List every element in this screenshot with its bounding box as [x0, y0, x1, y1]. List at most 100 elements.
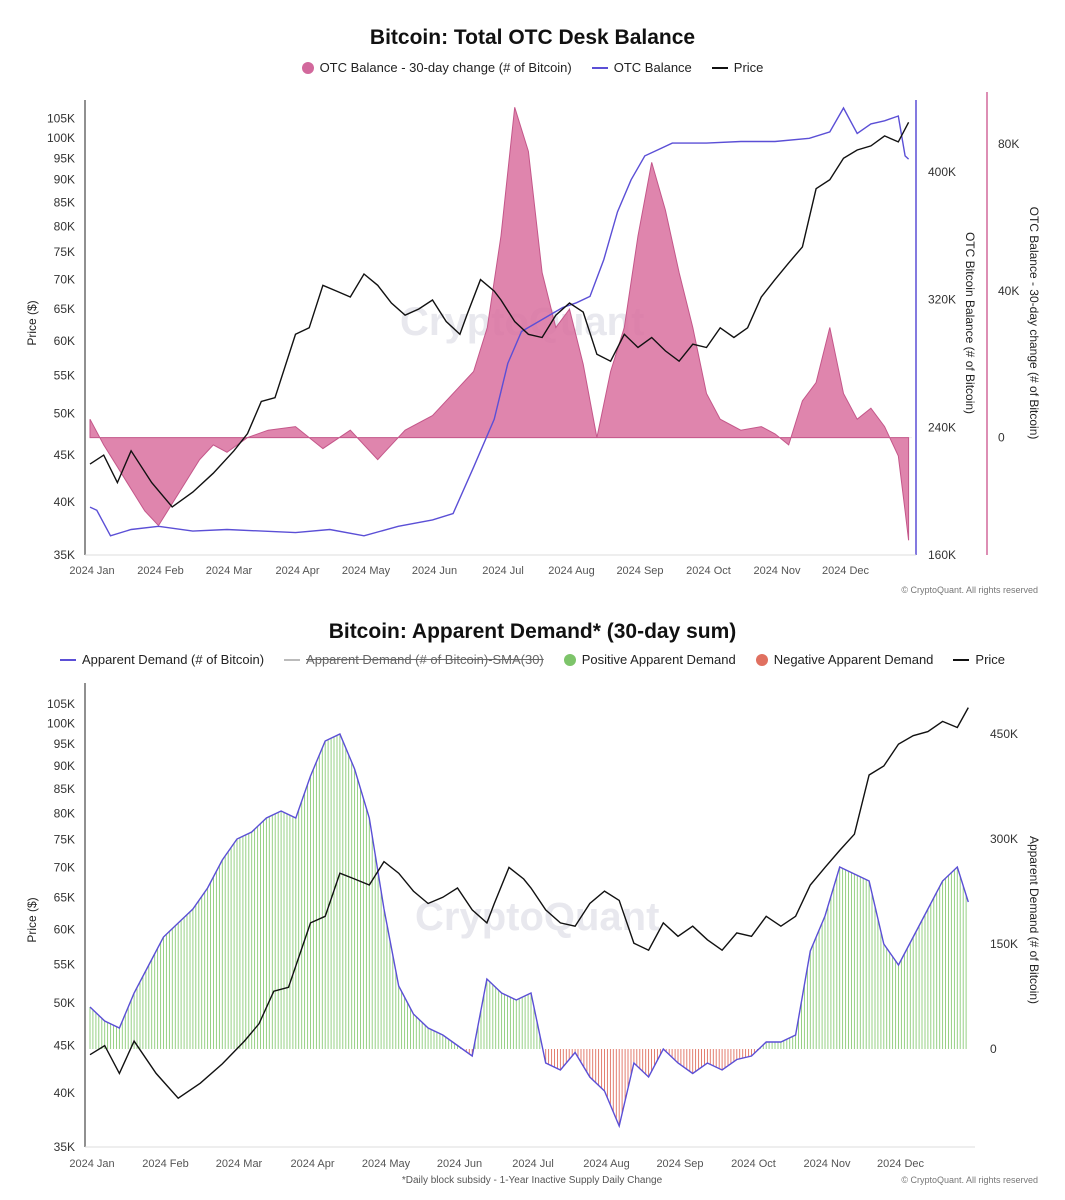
legend-item-sma[interactable]: Apparent Demand (# of Bitcoin)-SMA(30)	[284, 652, 544, 667]
x-tick-label: 2024 Oct	[686, 565, 731, 577]
price-tick-label: 90K	[54, 759, 75, 773]
x-tick-label: 2024 Jun	[437, 1158, 482, 1170]
price-tick-label: 40K	[54, 1086, 75, 1100]
x-tick-label: 2024 Sep	[656, 1158, 703, 1170]
x-tick-label: 2024 Apr	[290, 1158, 334, 1170]
x-tick-label: 2024 Mar	[206, 565, 253, 577]
price-tick-label: 80K	[54, 220, 75, 234]
x-tick-label: 2024 Dec	[822, 565, 870, 577]
legend-item-positive[interactable]: Positive Apparent Demand	[563, 652, 736, 667]
balance-tick-label: 160K	[928, 548, 956, 562]
price-tick-label: 100K	[47, 717, 75, 731]
demand-tick-label: 0	[990, 1042, 997, 1056]
x-tick-label: 2024 Jul	[482, 565, 524, 577]
price-tick-label: 85K	[54, 195, 75, 209]
price-tick-label: 45K	[54, 1039, 75, 1053]
price-tick-label: 40K	[54, 495, 75, 509]
x-tick-label: 2024 Feb	[142, 1158, 188, 1170]
price-tick-label: 65K	[54, 302, 75, 316]
change-tick-label: 40K	[998, 284, 1019, 298]
demand-tick-label: 450K	[990, 727, 1018, 741]
x-tick-label: 2024 Nov	[753, 565, 801, 577]
legend-label: OTC Balance - 30-day change (# of Bitcoi…	[319, 60, 572, 75]
chart1-title: Bitcoin: Total OTC Desk Balance	[369, 26, 696, 49]
legend-item-price[interactable]: Price	[711, 60, 764, 75]
x-tick-label: 2024 Jan	[69, 565, 114, 577]
price-tick-label: 75K	[54, 245, 75, 259]
legend-label: Apparent Demand (# of Bitcoin)-SMA(30)	[306, 652, 544, 667]
x-tick-label: 2024 Aug	[548, 565, 595, 577]
price-tick-label: 60K	[54, 334, 75, 348]
watermark: CryptoQuant	[415, 895, 659, 939]
balance-tick-label: 320K	[928, 293, 956, 307]
price-tick-label: 85K	[54, 782, 75, 796]
chart1-legend: OTC Balance - 30-day change (# of Bitcoi…	[0, 60, 1065, 75]
price-tick-label: 35K	[54, 548, 75, 562]
y-axis-label-demand: Apparent Demand (# of Bitcoin)	[1027, 836, 1041, 1004]
x-tick-label: 2024 Jan	[69, 1158, 114, 1170]
chart2-title: Bitcoin: Apparent Demand* (30-day sum)	[328, 620, 737, 643]
change-tick-label: 0	[998, 431, 1005, 445]
pink-dot-icon	[301, 61, 314, 74]
otc-change-series	[89, 107, 910, 541]
copyright: © CryptoQuant. All rights reserved	[901, 1175, 1038, 1185]
price-tick-label: 105K	[47, 112, 75, 126]
price-tick-label: 75K	[54, 833, 75, 847]
otc-change-area	[89, 107, 912, 541]
legend-label: Positive Apparent Demand	[581, 652, 736, 667]
price-tick-label: 70K	[54, 860, 75, 874]
copyright: © CryptoQuant. All rights reserved	[901, 585, 1038, 595]
chart1-plot: CryptoQuant 105K100K95K90K85K80K75K70K65…	[25, 92, 1041, 595]
legend-item-price[interactable]: Price	[953, 652, 1005, 667]
legend-label: Apparent Demand (# of Bitcoin)	[81, 652, 265, 667]
x-tick-label: 2024 Jul	[512, 1158, 554, 1170]
price-tick-label: 70K	[54, 273, 75, 287]
price-tick-label: 50K	[54, 996, 75, 1010]
x-tick-label: 2024 May	[342, 565, 391, 577]
price-tick-label: 100K	[47, 131, 75, 145]
chart2-legend: Apparent Demand (# of Bitcoin) Apparent …	[0, 652, 1065, 667]
x-tick-label: 2024 Jun	[412, 565, 457, 577]
legend-label: Price	[733, 60, 764, 75]
gray-line-icon	[284, 658, 301, 661]
footnote: *Daily block subsidy - 1-Year Inactive S…	[402, 1175, 663, 1186]
y-axis-label-balance: OTC Bitcoin Balance (# of Bitcoin)	[963, 232, 977, 414]
demand-tick-label: 150K	[990, 937, 1018, 951]
price-tick-label: 50K	[54, 406, 75, 420]
price-tick-label: 60K	[54, 923, 75, 937]
price-tick-label: 35K	[54, 1140, 75, 1154]
x-tick-label: 2024 Dec	[877, 1158, 925, 1170]
chart2-plot: CryptoQuant 105K 100K 95K 90K 85K 80K 75K 70K 65…	[25, 683, 1041, 1186]
y-axis-label-price: Price ($)	[25, 300, 39, 345]
x-tick-label: 2024 Apr	[275, 565, 319, 577]
green-dot-icon	[563, 653, 576, 666]
x-tick-label: 2024 Feb	[137, 565, 183, 577]
price-tick-label: 95K	[54, 151, 75, 165]
y-axis-label-change: OTC Balance - 30-day change (# of Bitcoi…	[1027, 207, 1041, 440]
legend-label: Price	[975, 652, 1006, 667]
price-tick-label: 45K	[54, 448, 75, 462]
x-tick-label: 2024 Oct	[731, 1158, 776, 1170]
red-dot-icon	[755, 653, 768, 666]
x-tick-label: 2024 Mar	[216, 1158, 263, 1170]
blue-line-icon	[59, 658, 76, 661]
demand-tick-label: 300K	[990, 832, 1018, 846]
x-tick-label: 2024 May	[362, 1158, 411, 1170]
otc-balance-line	[89, 106, 910, 537]
legend-item-otc-balance[interactable]: OTC Balance	[591, 60, 692, 75]
price-tick-label: 105K	[47, 697, 75, 711]
legend-item-apparent-demand[interactable]: Apparent Demand (# of Bitcoin)	[59, 652, 265, 667]
x-tick-label: 2024 Sep	[616, 565, 663, 577]
blue-line-icon	[591, 66, 608, 69]
balance-tick-label: 400K	[928, 165, 956, 179]
price-line	[89, 121, 910, 508]
price-tick-label: 80K	[54, 807, 75, 821]
price-tick-label: 55K	[54, 958, 75, 972]
price-tick-label: 95K	[54, 737, 75, 751]
legend-item-otc-change[interactable]: OTC Balance - 30-day change (# of Bitcoi…	[301, 60, 572, 75]
y-axis-label-price: Price ($)	[25, 897, 39, 942]
black-line-icon	[711, 66, 728, 69]
legend-item-negative[interactable]: Negative Apparent Demand	[755, 652, 933, 667]
apparent-demand-line	[89, 733, 969, 1129]
x-tick-label: 2024 Aug	[583, 1158, 630, 1170]
